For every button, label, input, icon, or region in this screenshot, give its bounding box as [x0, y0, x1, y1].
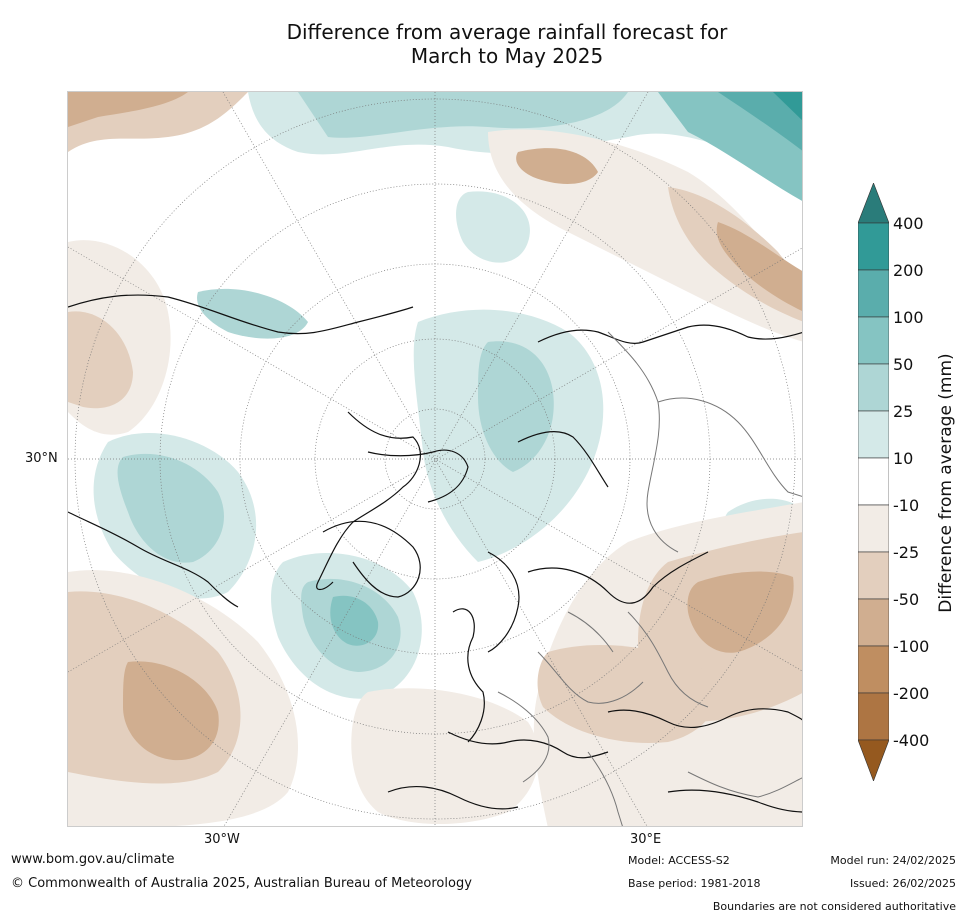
colorbar [857, 182, 890, 782]
colorbar-tick: -100 [893, 637, 930, 656]
colorbar-svg [857, 182, 890, 782]
colorbar-band-neutral [857, 457, 890, 506]
colorbar-label: Difference from average (mm) [936, 353, 956, 613]
colorbar-band-25-50 [857, 363, 890, 412]
colorbar-tick: -400 [893, 731, 930, 750]
colorbar-band-m25-m50 [857, 551, 890, 600]
footer-copyright: © Commonwealth of Australia 2025, Austra… [11, 876, 472, 891]
footer-model-run: Model run: 24/02/2025 [830, 854, 956, 867]
footer-model: Model: ACCESS-S2 [628, 854, 730, 867]
colorbar-band-10-25 [857, 410, 890, 459]
title-line-1: Difference from average rainfall forecas… [286, 20, 728, 44]
colorbar-tick: -25 [893, 543, 920, 562]
colorbar-band-m50-m100 [857, 598, 890, 647]
colorbar-tick: 200 [893, 261, 924, 280]
drier-regions [68, 92, 802, 826]
colorbar-band-m10-m25 [857, 504, 890, 553]
colorbar-band-100-200 [857, 269, 890, 318]
colorbar-top-arrow [857, 182, 890, 224]
footer-disclaimer: Boundaries are not considered authoritat… [712, 900, 956, 913]
rainfall-map[interactable] [67, 91, 803, 827]
colorbar-tick: -200 [893, 684, 930, 703]
country-borders [497, 331, 802, 826]
colorbar-tick: 400 [893, 214, 924, 233]
colorbar-tick: -50 [893, 590, 920, 609]
lat-label-30n: 30°N [25, 451, 58, 466]
coastlines [68, 294, 802, 813]
colorbar-tick: 25 [893, 402, 914, 421]
graticule [68, 92, 802, 826]
colorbar-tick: 50 [893, 355, 914, 374]
colorbar-tick: 100 [893, 308, 924, 327]
footer-website[interactable]: www.bom.gov.au/climate [11, 852, 175, 867]
colorbar-bottom-arrow [857, 739, 890, 782]
title-line-2: March to May 2025 [410, 44, 604, 68]
footer-base-period: Base period: 1981-2018 [628, 877, 761, 890]
colorbar-band-m200-m400 [857, 692, 890, 741]
colorbar-band-200-400 [857, 222, 890, 271]
colorbar-tick: -10 [893, 496, 920, 515]
lon-label-30e: 30°E [630, 832, 662, 847]
lon-label-30w: 30°W [204, 832, 240, 847]
colorbar-band-m100-m200 [857, 645, 890, 694]
map-title: Difference from average rainfall forecas… [0, 20, 965, 68]
map-svg [68, 92, 802, 826]
colorbar-band-50-100 [857, 316, 890, 365]
colorbar-tick: 10 [893, 449, 914, 468]
footer-issued: Issued: 26/02/2025 [849, 877, 956, 890]
